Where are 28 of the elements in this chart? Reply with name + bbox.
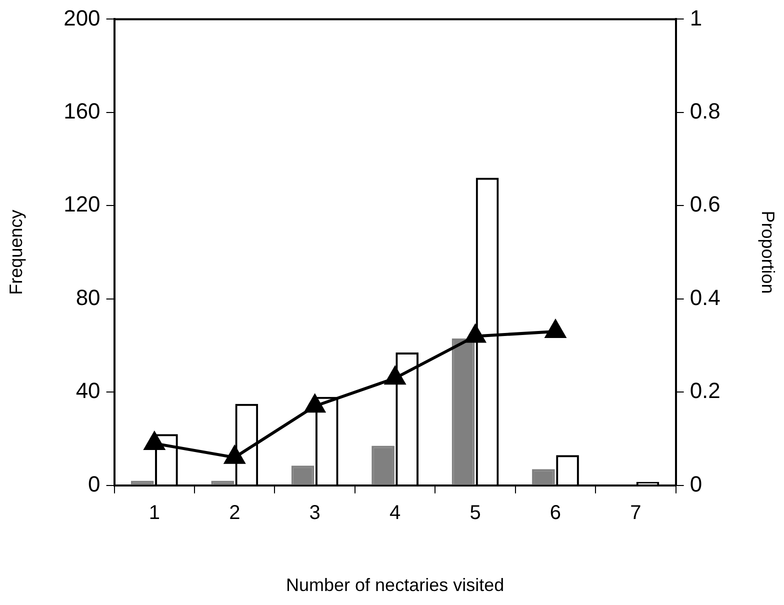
y2-axis-title: Proportion — [758, 210, 778, 294]
point — [384, 366, 406, 385]
y2-tick-label: 0.2 — [690, 378, 720, 404]
y2-tick-label: 1 — [690, 5, 702, 30]
x-tick-label: 3 — [309, 502, 320, 524]
y-axis-title: Frequency — [6, 210, 26, 295]
x-tick-label: 7 — [630, 502, 642, 524]
x-tick-label: 2 — [229, 502, 240, 524]
y-tick-label: 0 — [88, 471, 100, 496]
point — [224, 446, 245, 464]
y-tick-label: 160 — [64, 98, 100, 124]
x-axis-title: Number of nectaries visited — [286, 575, 504, 596]
x-tick-label: 4 — [390, 502, 401, 524]
y2-tick-label: 0.8 — [690, 98, 720, 124]
y-tick-label: 200 — [64, 5, 100, 30]
y-tick-label: 120 — [64, 192, 100, 217]
x-tick-label: 1 — [148, 502, 160, 524]
point — [304, 394, 326, 413]
point — [144, 432, 165, 450]
y2-tick-label: 0.4 — [690, 284, 720, 310]
y-tick-label: 40 — [76, 378, 100, 404]
y2-tick-label: 0 — [690, 471, 702, 496]
y2-tick-label: 0.6 — [690, 192, 720, 217]
point — [465, 324, 486, 343]
x-tick-label: 6 — [550, 502, 562, 524]
y-tick-label: 80 — [76, 284, 100, 310]
point — [545, 320, 566, 338]
x-tick-label: 5 — [470, 502, 481, 524]
